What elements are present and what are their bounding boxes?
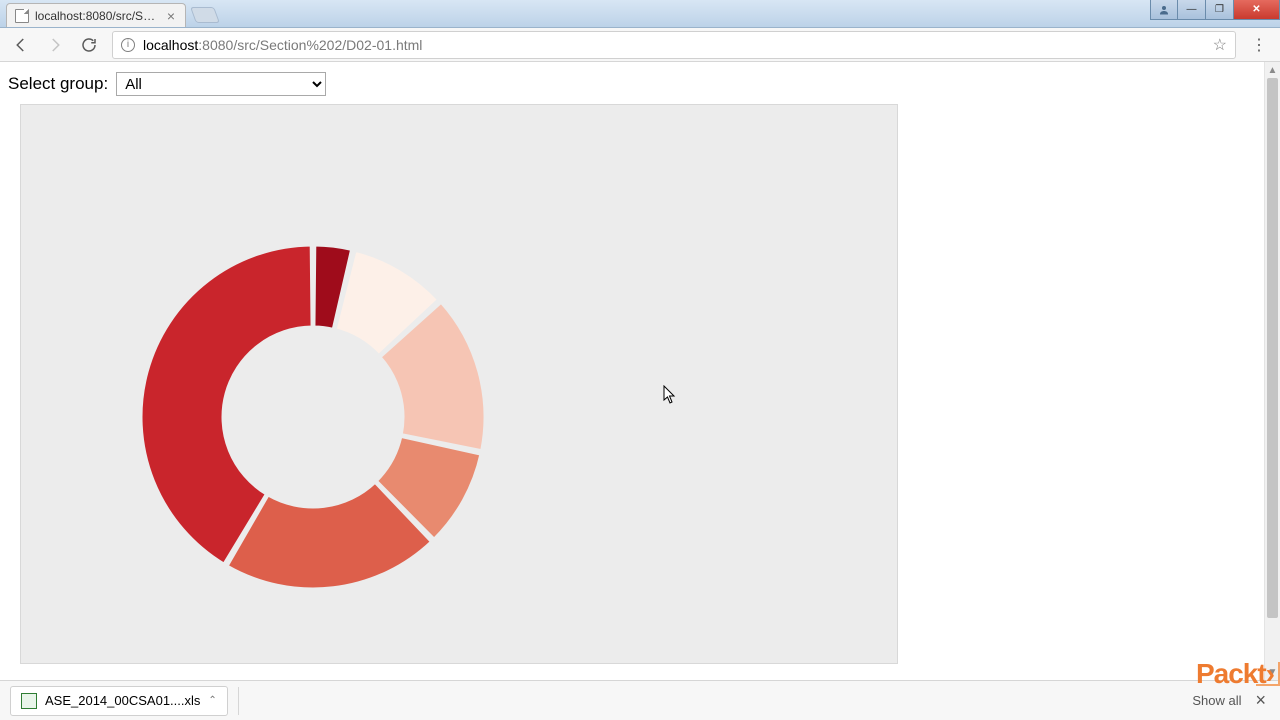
tab-title: localhost:8080/src/Sectic xyxy=(35,9,159,23)
close-window-button[interactable]: ✕ xyxy=(1234,0,1280,20)
maximize-button[interactable]: ❐ xyxy=(1206,0,1234,20)
maximize-icon: ❐ xyxy=(1215,4,1224,15)
scrollbar-down-arrow[interactable]: ▼ xyxy=(1265,664,1280,680)
back-button[interactable] xyxy=(6,31,36,59)
donut-svg xyxy=(121,225,505,609)
downloads-bar: ASE_2014_00CSA01....xls ⌃ Show all × xyxy=(0,680,1280,720)
excel-file-icon xyxy=(21,693,37,709)
url-host: localhost xyxy=(143,37,198,53)
download-menu-chevron-icon[interactable]: ⌃ xyxy=(208,695,216,706)
tabstrip: localhost:8080/src/Sectic × xyxy=(0,0,217,27)
page-icon xyxy=(15,9,29,23)
close-icon: ✕ xyxy=(1252,4,1260,15)
new-tab-button[interactable] xyxy=(190,7,220,23)
site-info-icon[interactable]: i xyxy=(121,38,135,52)
browser-menu-button[interactable]: ⋮ xyxy=(1244,35,1274,55)
browser-toolbar: i localhost:8080/src/Section%202/D02-01.… xyxy=(0,28,1280,62)
scrollbar-thumb[interactable] xyxy=(1267,78,1278,618)
scrollbar-up-arrow[interactable]: ▲ xyxy=(1265,62,1280,78)
url-path: /src/Section%202/D02-01.html xyxy=(233,37,422,53)
address-bar[interactable]: i localhost:8080/src/Section%202/D02-01.… xyxy=(112,31,1236,59)
url-port: :8080 xyxy=(198,37,233,53)
page-viewport: Select group: All ▲ ▼ xyxy=(0,62,1280,680)
bookmark-star-icon[interactable]: ☆ xyxy=(1213,35,1227,55)
user-button[interactable] xyxy=(1150,0,1178,20)
show-all-downloads-link[interactable]: Show all xyxy=(1192,693,1241,708)
donut-chart xyxy=(121,225,505,612)
minimize-button[interactable]: — xyxy=(1178,0,1206,20)
select-group-label: Select group: xyxy=(8,74,108,94)
chart-panel xyxy=(20,104,898,664)
filter-row: Select group: All xyxy=(8,72,1256,96)
tab-close-icon[interactable]: × xyxy=(165,8,177,24)
vertical-scrollbar[interactable]: ▲ ▼ xyxy=(1264,62,1280,680)
close-downloads-bar-icon[interactable]: × xyxy=(1251,690,1270,711)
forward-button[interactable] xyxy=(40,31,70,59)
browser-titlebar: localhost:8080/src/Sectic × — ❐ ✕ xyxy=(0,0,1280,28)
reload-button[interactable] xyxy=(74,31,104,59)
download-chip[interactable]: ASE_2014_00CSA01....xls ⌃ xyxy=(10,686,228,716)
minimize-icon: — xyxy=(1187,4,1197,15)
group-select[interactable]: All xyxy=(116,72,326,96)
downloads-separator xyxy=(238,687,239,715)
url-text: localhost:8080/src/Section%202/D02-01.ht… xyxy=(143,37,1205,53)
browser-tab[interactable]: localhost:8080/src/Sectic × xyxy=(6,3,186,27)
page-content: Select group: All xyxy=(0,62,1264,680)
window-controls: — ❐ ✕ xyxy=(1150,0,1280,20)
download-filename: ASE_2014_00CSA01....xls xyxy=(45,693,200,708)
